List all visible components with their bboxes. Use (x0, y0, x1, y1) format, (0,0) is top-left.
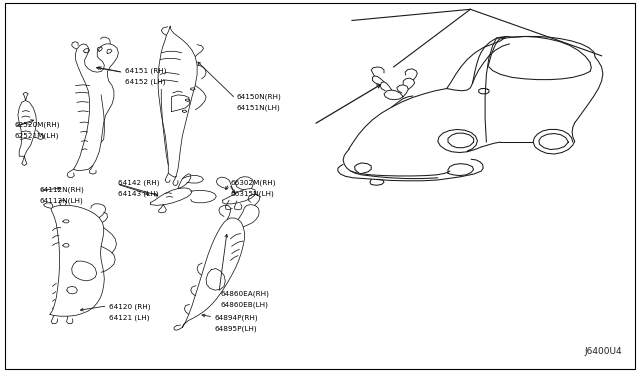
Text: 66315N(LH): 66315N(LH) (230, 190, 274, 197)
Text: 64152 (LH): 64152 (LH) (125, 78, 165, 85)
Text: 64121 (LH): 64121 (LH) (109, 315, 149, 321)
Text: 64860EB(LH): 64860EB(LH) (221, 302, 269, 308)
Text: 64860EA(RH): 64860EA(RH) (221, 291, 269, 297)
Text: 64142 (RH): 64142 (RH) (118, 179, 160, 186)
Text: 64143 (LH): 64143 (LH) (118, 190, 159, 197)
Text: 64151 (RH): 64151 (RH) (125, 67, 166, 74)
Text: 66302M(RH): 66302M(RH) (230, 179, 276, 186)
Text: 64151N(LH): 64151N(LH) (237, 105, 280, 111)
Text: 64894P(RH): 64894P(RH) (214, 315, 258, 321)
Text: 64120 (RH): 64120 (RH) (109, 304, 150, 310)
Text: 62520M(RH): 62520M(RH) (14, 121, 60, 128)
Text: J6400U4: J6400U4 (584, 347, 622, 356)
Text: 64113N(LH): 64113N(LH) (40, 198, 83, 204)
Text: 64895P(LH): 64895P(LH) (214, 326, 257, 333)
Text: 64112N(RH): 64112N(RH) (40, 186, 84, 193)
Text: 62521M(LH): 62521M(LH) (14, 132, 59, 139)
Text: 64150N(RH): 64150N(RH) (237, 93, 282, 100)
